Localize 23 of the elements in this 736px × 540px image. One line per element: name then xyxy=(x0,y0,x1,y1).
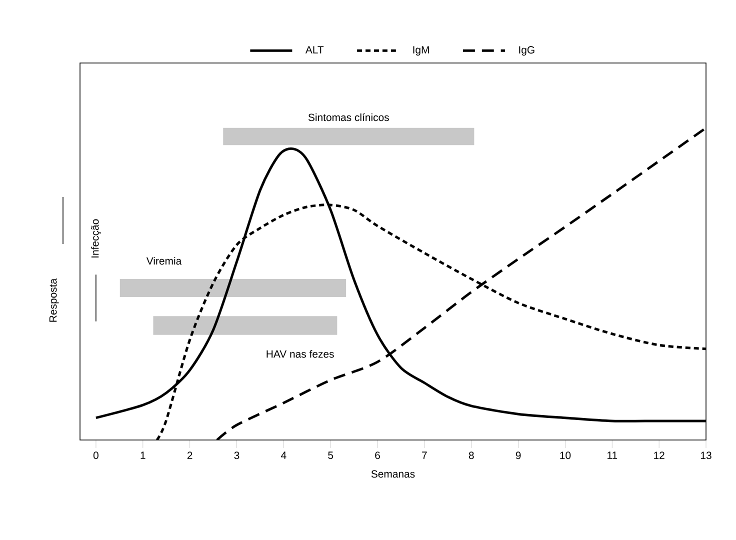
x-tick-label: 6 xyxy=(375,452,380,460)
x-tick-label: 13 xyxy=(700,452,712,460)
x-tick-label: 12 xyxy=(654,452,664,459)
legend-label: IgG xyxy=(519,46,534,56)
y-axis-title: Resposta xyxy=(49,278,59,322)
legend-label: IgM xyxy=(413,46,429,56)
x-tick-label: 2 xyxy=(187,452,192,459)
x-tick-label: 1 xyxy=(140,452,146,459)
band-label: Sintomas clínicos xyxy=(308,113,389,122)
x-tick-label: 5 xyxy=(328,452,334,459)
x-tick-label: 0 xyxy=(93,452,98,460)
x-axis-title: Semanas xyxy=(371,470,415,478)
x-tick-label: 3 xyxy=(234,452,240,460)
ref-line-label: Infecção xyxy=(91,219,101,258)
x-tick-label: 7 xyxy=(422,452,427,459)
x-tick-label: 9 xyxy=(516,452,521,460)
x-tick-label: 8 xyxy=(468,452,474,460)
x-tick-label: 11 xyxy=(608,452,618,459)
legend-label: ALT xyxy=(305,46,324,54)
band-label: HAV nas fezes xyxy=(266,350,334,358)
band-label: Viremia xyxy=(146,256,182,265)
x-tick-label: 4 xyxy=(280,452,286,459)
x-tick-label: 10 xyxy=(560,452,571,460)
